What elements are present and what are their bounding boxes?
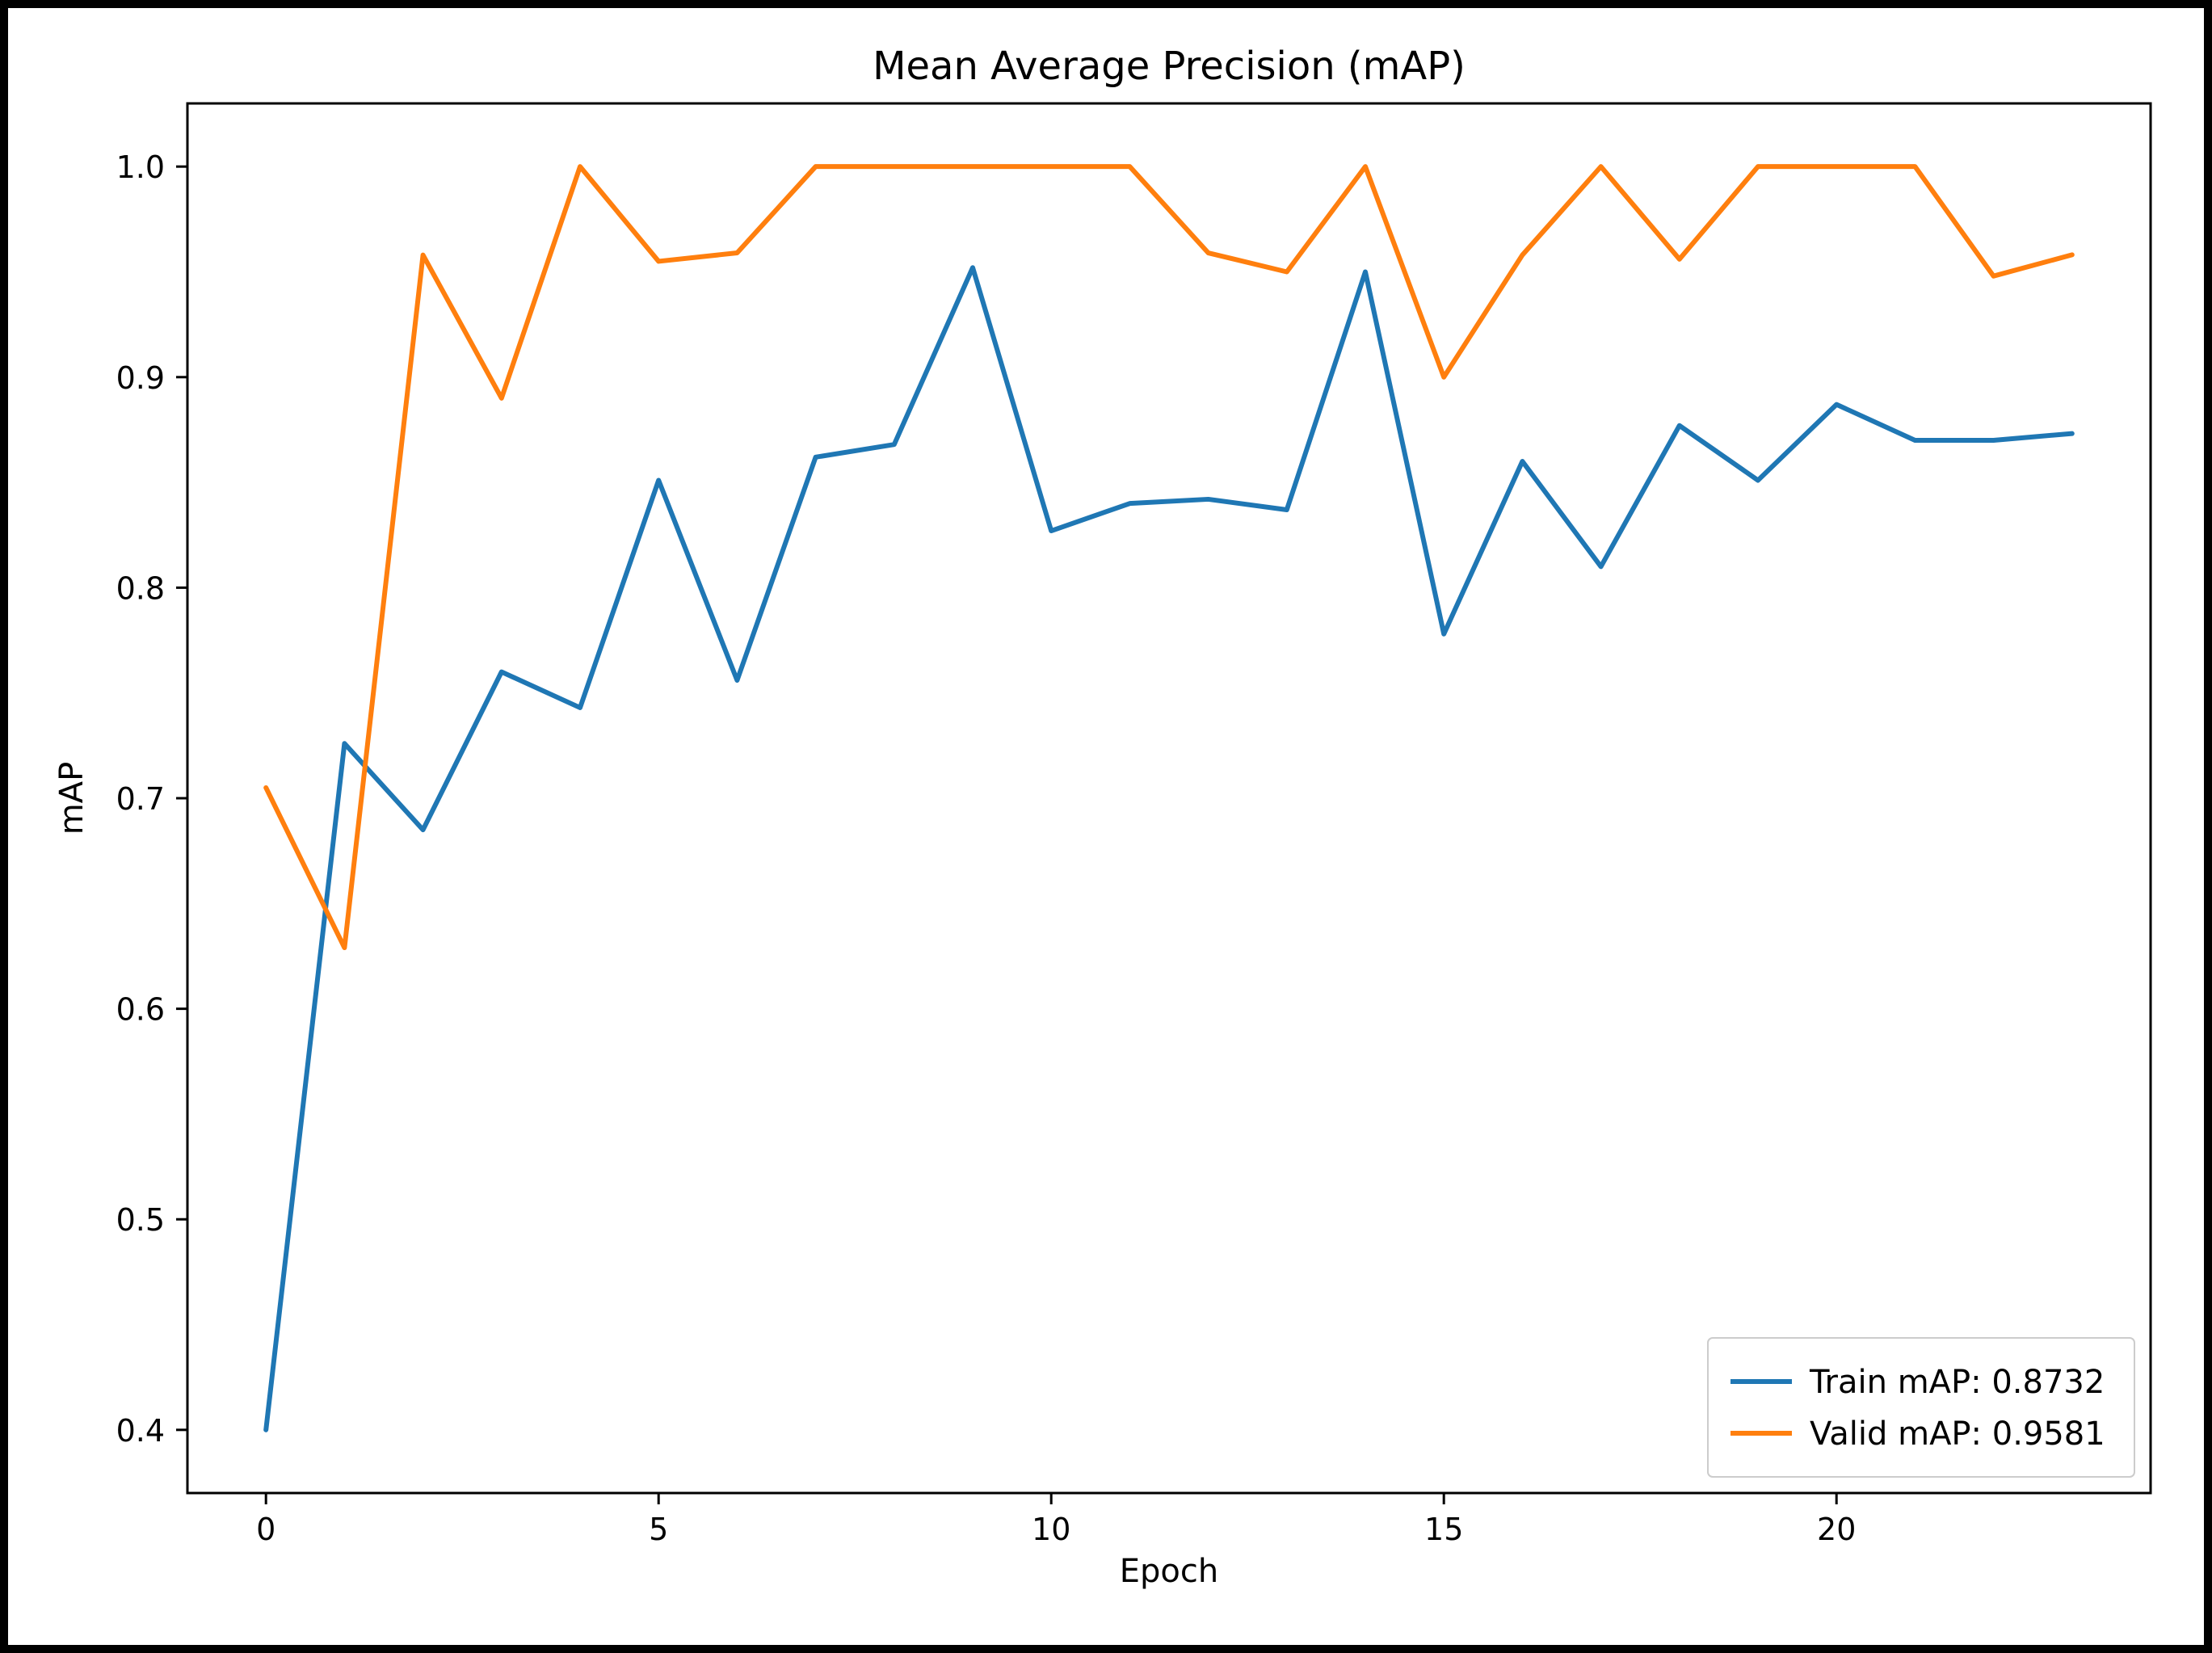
- plot-border: [187, 103, 2151, 1493]
- x-tick-label: 15: [1424, 1512, 1463, 1547]
- y-tick-label: 0.6: [116, 992, 165, 1028]
- x-tick-label: 10: [1032, 1512, 1070, 1547]
- chart-container: Mean Average Precision (mAP) 0 5 10 15 20 0.4 0…: [34, 31, 2178, 1619]
- map-chart: Mean Average Precision (mAP) 0 5 10 15 20 0.4 0…: [34, 31, 2186, 1614]
- y-tick-label: 1.0: [116, 149, 165, 185]
- x-axis-label: Epoch: [1120, 1553, 1218, 1590]
- x-tick-label: 20: [1817, 1512, 1856, 1547]
- y-axis-label: mAP: [53, 762, 90, 835]
- y-tick-label: 0.5: [116, 1202, 165, 1238]
- y-tick-label: 0.7: [116, 781, 165, 817]
- x-tick-label: 0: [256, 1512, 275, 1547]
- series-valid: [266, 166, 2072, 948]
- y-tick-label: 0.4: [116, 1413, 165, 1449]
- y-tick-label: 0.9: [116, 360, 165, 396]
- legend-label-valid: Valid mAP: 0.9581: [1810, 1415, 2105, 1453]
- x-tick-label: 5: [649, 1512, 668, 1547]
- y-tick-label: 0.8: [116, 570, 165, 606]
- outer-frame: Mean Average Precision (mAP) 0 5 10 15 20 0.4 0…: [0, 0, 2212, 1653]
- chart-title: Mean Average Precision (mAP): [873, 44, 1466, 89]
- legend-label-train: Train mAP: 0.8732: [1809, 1364, 2105, 1401]
- legend-box: [1708, 1338, 2134, 1477]
- series-train: [266, 267, 2072, 1430]
